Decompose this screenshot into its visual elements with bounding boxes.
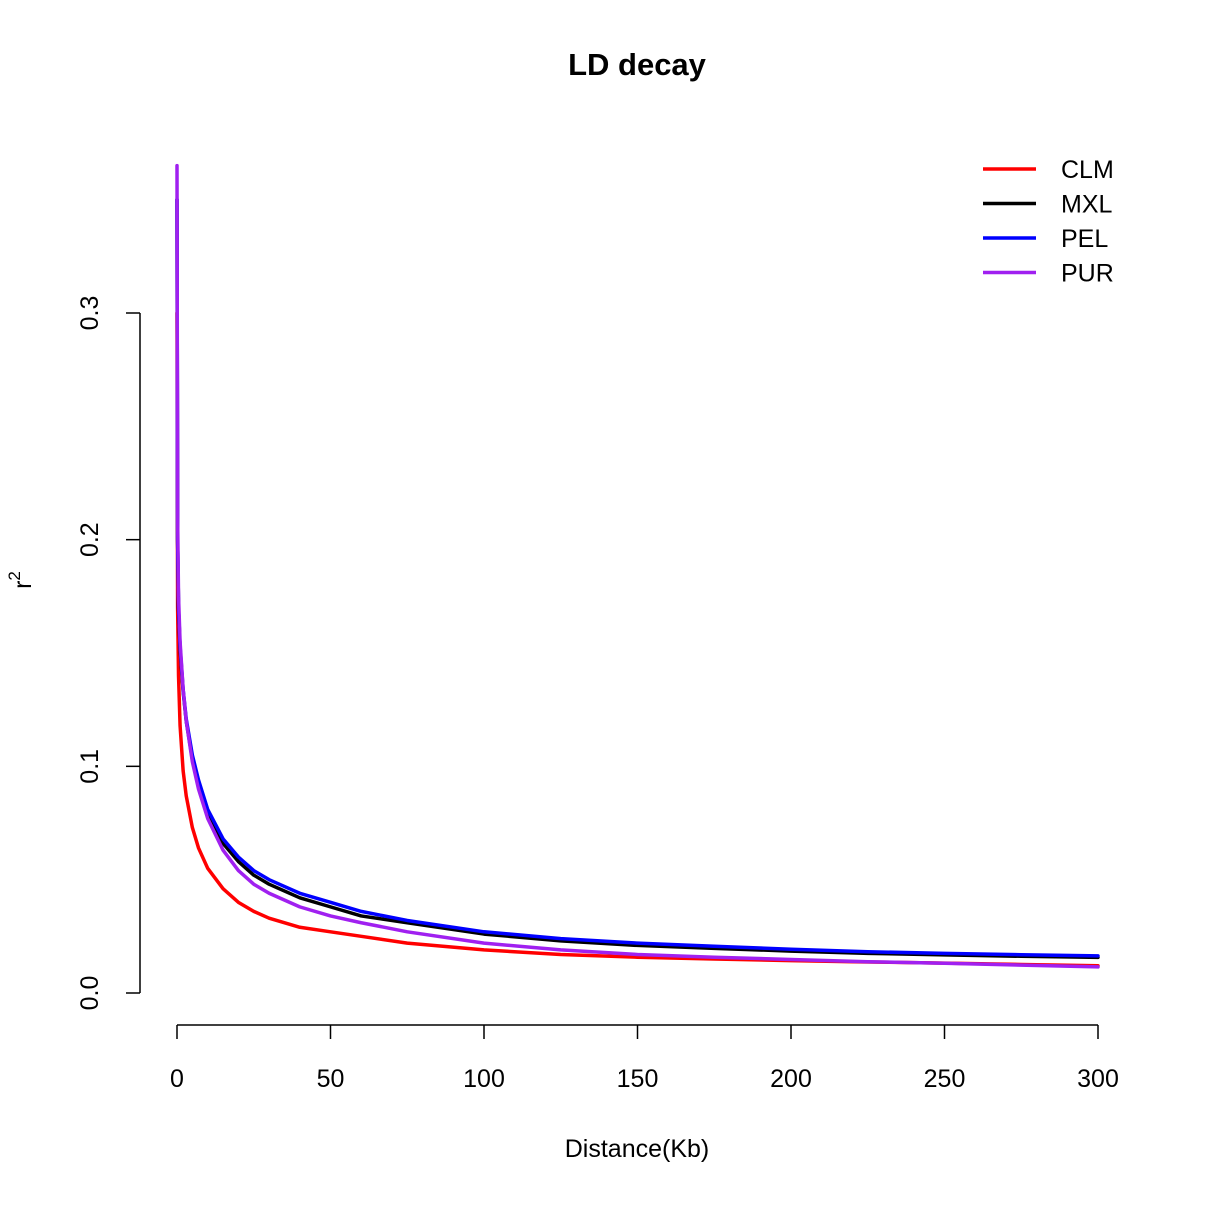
y-tick-label: 0.2 [76, 522, 104, 557]
x-tick-label: 100 [463, 1065, 505, 1093]
x-tick-label: 250 [924, 1065, 966, 1093]
chart-title: LD decay [568, 47, 707, 82]
legend-label-pur: PUR [1061, 260, 1114, 288]
series-lines [175, 163, 1100, 969]
x-tick-label: 0 [170, 1065, 184, 1093]
x-axis-label: Distance(Kb) [565, 1135, 710, 1163]
series-line-clm [175, 311, 1100, 968]
legend-label-pel: PEL [1061, 225, 1108, 253]
legend-label-mxl: MXL [1061, 191, 1113, 219]
y-axis-label-superscript: 2 [5, 571, 24, 580]
series-line-pel [175, 197, 1100, 958]
legend: CLM MXL PEL PUR [983, 156, 1114, 288]
y-axis-label: r2 [5, 571, 37, 589]
x-ticks: 0 50 100 150 200 250 300 [170, 1025, 1119, 1093]
x-tick-label: 200 [770, 1065, 812, 1093]
y-tick-label: 0.3 [76, 296, 104, 331]
y-axis-label-base: r [9, 581, 37, 589]
series-line-pur [175, 163, 1100, 969]
y-tick-label: 0.0 [76, 976, 104, 1011]
x-tick-label: 300 [1077, 1065, 1119, 1093]
series-line-mxl [175, 197, 1100, 960]
legend-label-clm: CLM [1061, 156, 1114, 184]
x-tick-label: 150 [617, 1065, 659, 1093]
x-tick-label: 50 [317, 1065, 345, 1093]
y-ticks: 0.0 0.1 0.2 0.3 [76, 296, 140, 1011]
y-tick-label: 0.1 [76, 749, 104, 784]
